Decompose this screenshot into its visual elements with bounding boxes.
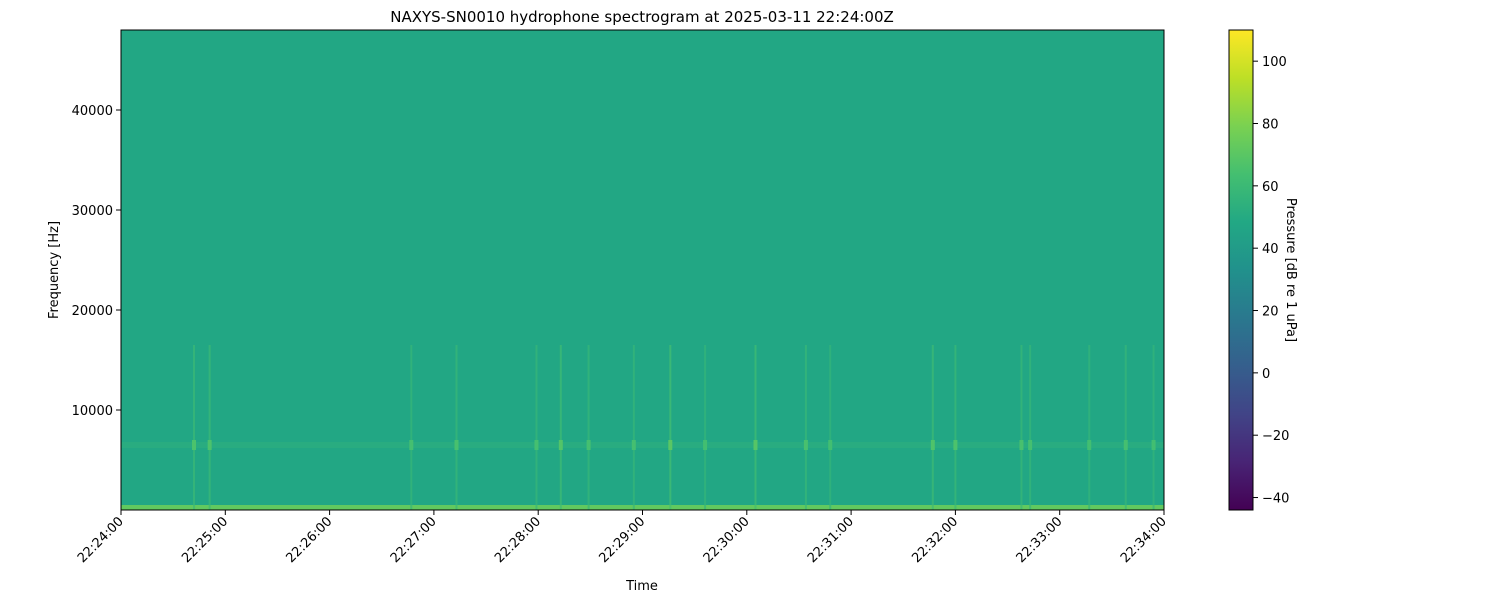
colorbar-axis: −40 −20 0 20 40 60 80 100 [1253, 55, 1289, 507]
x-tick-label: 22:28:00 [492, 514, 544, 566]
transient-tonal-blob [454, 440, 459, 450]
colorbar-tick-label: 20 [1262, 305, 1279, 320]
transient-streak [669, 345, 672, 510]
transient-streak [208, 345, 211, 510]
colorbar-label: Pressure [dB re 1 uPa] [1283, 198, 1298, 342]
transient-tonal-blob [558, 440, 563, 450]
colorbar-tick-label: 40 [1262, 242, 1279, 257]
transient-streak [931, 345, 934, 510]
transient-tonal-blob [1028, 440, 1033, 450]
low-frequency-band [121, 505, 1164, 510]
transient-tonal-blob [534, 440, 539, 450]
transient-streak [954, 345, 957, 510]
x-tick-label: 22:33:00 [1014, 514, 1066, 566]
y-tick-label: 40000 [72, 104, 113, 119]
transient-tonal-blob [753, 440, 758, 450]
transient-tonal-blob [1019, 440, 1024, 450]
colorbar [1228, 29, 1254, 511]
transient-streak [829, 345, 832, 510]
transient-tonal-blob [703, 440, 708, 450]
transient-streak [754, 345, 757, 510]
x-tick-label: 22:25:00 [179, 514, 231, 566]
transient-streak [559, 345, 562, 510]
colorbar-tick-label: 80 [1262, 118, 1279, 133]
transient-streak [704, 345, 707, 510]
transient-streak [455, 345, 458, 510]
transient-tonal-blob [1123, 440, 1128, 450]
colorbar-tick-label: 100 [1262, 55, 1287, 70]
y-tick-label: 30000 [72, 204, 113, 219]
transient-streak [632, 345, 635, 510]
tonal-band [121, 442, 1164, 448]
y-axis-label: Frequency [Hz] [47, 221, 62, 319]
chart-title: NAXYS-SN0010 hydrophone spectrogram at 2… [390, 8, 894, 26]
transient-tonal-blob [1151, 440, 1156, 450]
transient-streak [1124, 345, 1127, 510]
x-tick-label: 22:24:00 [75, 514, 127, 566]
transient-tonal-blob [586, 440, 591, 450]
x-tick-label: 22:30:00 [701, 514, 753, 566]
colorbar-tick-label: 0 [1262, 367, 1270, 382]
x-tick-label: 22:27:00 [388, 514, 440, 566]
colorbar-tick-label: 60 [1262, 180, 1279, 195]
transient-tonal-blob [803, 440, 808, 450]
transient-streak [410, 345, 413, 510]
y-axis: 10000 20000 30000 40000 [72, 104, 121, 419]
transient-streak [1020, 345, 1023, 510]
transient-streak [535, 345, 538, 510]
transient-tonal-blob [207, 440, 212, 450]
y-tick-label: 10000 [72, 404, 113, 419]
colorbar-tick-label: −40 [1262, 492, 1289, 507]
x-axis-label: Time [625, 579, 658, 594]
transient-tonal-blob [1087, 440, 1092, 450]
x-tick-label: 22:26:00 [284, 514, 336, 566]
transient-streak [193, 345, 196, 510]
x-tick-label: 22:31:00 [805, 514, 857, 566]
transient-tonal-blob [192, 440, 197, 450]
transient-tonal-blob [953, 440, 958, 450]
transient-streak [1152, 345, 1155, 510]
transient-streak [1088, 345, 1091, 510]
y-tick-label: 20000 [72, 304, 113, 319]
transient-streak [804, 345, 807, 510]
heatmap-area [121, 30, 1164, 510]
x-tick-label: 22:34:00 [1118, 514, 1170, 566]
x-tick-label: 22:32:00 [909, 514, 961, 566]
transient-streak [587, 345, 590, 510]
transient-tonal-blob [828, 440, 833, 450]
spectrogram-background [121, 30, 1164, 510]
x-axis: 22:24:00 22:25:00 22:26:00 22:27:00 22:28:00… [75, 510, 1170, 566]
transient-tonal-blob [409, 440, 414, 450]
transient-tonal-blob [930, 440, 935, 450]
transient-streak [1029, 345, 1032, 510]
x-tick-label: 22:29:00 [596, 514, 648, 566]
transient-tonal-blob [668, 440, 673, 450]
transient-tonal-blob [631, 440, 636, 450]
colorbar-tick-label: −20 [1262, 429, 1289, 444]
